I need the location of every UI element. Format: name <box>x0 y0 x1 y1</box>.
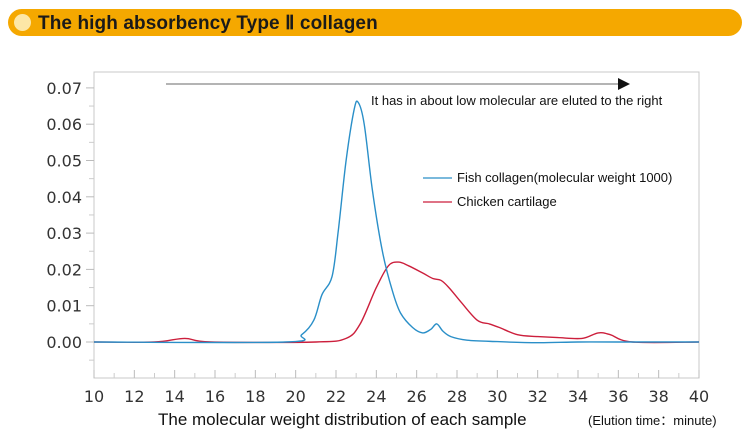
legend: Fish collagen(molecular weight 1000) Chi… <box>423 170 672 209</box>
y-tick-label: 0.04 <box>46 188 82 207</box>
arrow-head-icon <box>618 78 630 90</box>
x-tick-label: 24 <box>366 387 386 406</box>
x-tick-label: 20 <box>285 387 305 406</box>
series-group <box>93 100 700 344</box>
x-tick-label: 18 <box>245 387 265 406</box>
legend-label-chicken: Chicken cartilage <box>457 194 557 209</box>
series-line-chicken-cartilage <box>93 261 700 344</box>
x-axis-title: The molecular weight distribution of eac… <box>158 410 527 429</box>
x-tick-label: 10 <box>84 387 104 406</box>
plot-frame <box>93 71 700 379</box>
title-banner: The high absorbency Type Ⅱ collagen <box>8 9 742 36</box>
y-tick-label: 0.05 <box>46 152 82 171</box>
x-tick-label: 32 <box>527 387 547 406</box>
x-tick-label: 22 <box>326 387 346 406</box>
x-tick-label: 30 <box>487 387 507 406</box>
x-tick-label: 14 <box>164 387 184 406</box>
bullet-dot-icon <box>14 14 31 31</box>
y-tick-label: 0.06 <box>46 115 82 134</box>
x-tick-label: 26 <box>406 387 426 406</box>
series-line-fish-collagen <box>93 100 699 344</box>
y-tick-label: 0.01 <box>46 297 82 316</box>
y-tick-label: 0.02 <box>46 260 82 279</box>
x-tick-label: 38 <box>648 387 668 406</box>
x-axis-unit: (Elution time：minute) <box>588 413 717 428</box>
y-tick-label: 0.07 <box>46 79 82 98</box>
legend-label-fish: Fish collagen(molecular weight 1000) <box>457 170 672 185</box>
x-tick-label: 36 <box>608 387 628 406</box>
y-axis: 0.00 0.01 0.02 0.03 0.04 0.05 0.06 0.07 <box>46 79 94 361</box>
x-tick-label: 34 <box>568 387 588 406</box>
x-tick-label: 40 <box>689 387 709 406</box>
x-axis: 10 12 14 16 18 20 22 24 26 28 30 32 34 36 38 40 <box>84 370 709 406</box>
page-title: The high absorbency Type Ⅱ collagen <box>38 13 378 34</box>
y-tick-label: 0.03 <box>46 224 82 243</box>
x-tick-label: 28 <box>447 387 467 406</box>
annotation-text: It has in about low molecular are eluted… <box>371 93 663 108</box>
x-tick-label: 16 <box>205 387 225 406</box>
x-tick-label: 12 <box>124 387 144 406</box>
y-tick-label: 0.00 <box>46 333 82 352</box>
